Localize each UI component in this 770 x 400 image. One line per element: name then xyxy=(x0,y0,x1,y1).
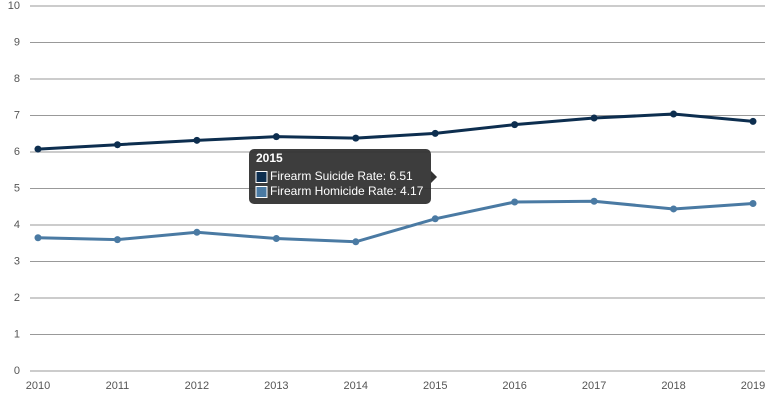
y-tick-label: 4 xyxy=(14,219,20,231)
data-point xyxy=(193,136,201,144)
data-point xyxy=(670,205,678,213)
y-tick-label: 9 xyxy=(14,36,20,48)
x-tick-label: 2010 xyxy=(26,380,50,392)
x-tick-label: 2011 xyxy=(106,380,130,392)
y-tick-label: 1 xyxy=(14,328,20,340)
x-tick-label: 2012 xyxy=(185,380,209,392)
data-point xyxy=(431,215,439,223)
data-point xyxy=(34,234,42,242)
data-point xyxy=(670,110,678,118)
tooltip-arrow xyxy=(431,171,437,183)
series-line xyxy=(37,112,754,151)
x-tick-label: 2013 xyxy=(264,380,288,392)
tooltip-item: Firearm Homicide Rate: 4.17 xyxy=(270,184,424,198)
data-point xyxy=(352,134,360,142)
y-tick-label: 5 xyxy=(14,182,20,194)
x-tick-label: 2015 xyxy=(423,380,447,392)
tooltip-title: 2015 xyxy=(256,151,283,165)
series-line xyxy=(37,199,754,244)
x-tick-label: 2017 xyxy=(582,380,606,392)
data-point xyxy=(590,197,598,205)
data-point xyxy=(352,238,360,246)
data-point xyxy=(749,199,757,207)
tooltip-box xyxy=(249,149,431,204)
data-point xyxy=(272,133,280,141)
data-point xyxy=(113,236,121,244)
data-point xyxy=(431,129,439,137)
x-tick-label: 2014 xyxy=(344,380,368,392)
data-point xyxy=(590,114,598,122)
data-point xyxy=(113,141,121,149)
y-tick-label: 0 xyxy=(14,365,20,377)
y-tick-label: 7 xyxy=(14,109,20,121)
tooltip-swatch xyxy=(255,186,268,198)
data-point xyxy=(272,235,280,243)
x-tick-label: 2019 xyxy=(741,380,765,392)
y-tick-label: 10 xyxy=(8,0,20,12)
y-tick-label: 3 xyxy=(14,255,20,267)
data-point xyxy=(511,198,519,206)
y-tick-label: 2 xyxy=(14,292,20,304)
y-tick-label: 6 xyxy=(14,146,20,158)
y-tick-label: 8 xyxy=(14,73,20,85)
tooltip-item: Firearm Suicide Rate: 6.51 xyxy=(270,169,413,183)
x-tick-label: 2016 xyxy=(502,380,526,392)
data-point xyxy=(749,117,757,125)
x-tick-label: 2018 xyxy=(661,380,685,392)
data-point xyxy=(34,145,42,153)
data-point xyxy=(511,121,519,129)
tooltip-swatch xyxy=(255,171,268,183)
data-point xyxy=(193,228,201,236)
